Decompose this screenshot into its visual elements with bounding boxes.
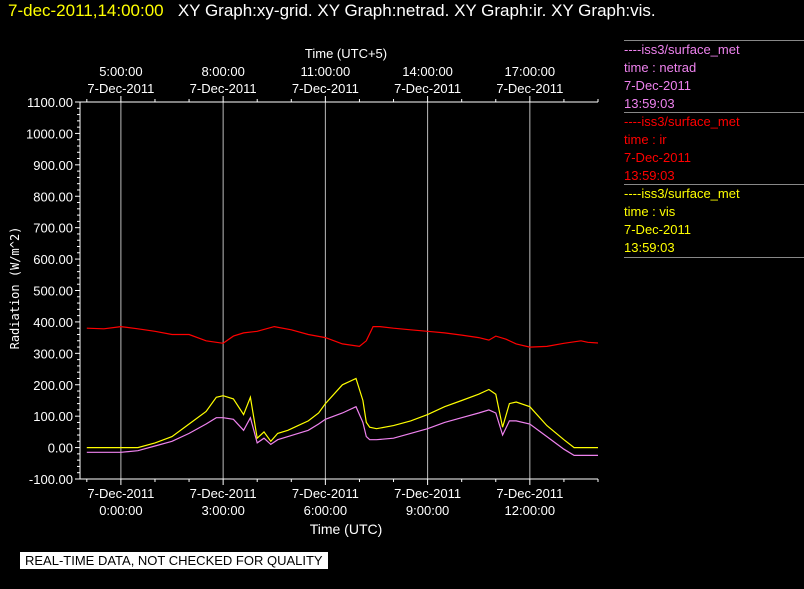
legend-time: 13:59:03 [624,168,675,183]
y-tick-label-10: 900.00 [33,158,73,173]
y-tick-label-11: 1000.00 [26,126,73,141]
x2-tick-time-0: 5:00:00 [99,64,142,79]
x-tick-date-4: 7-Dec-2011 [496,486,563,501]
series-line-vis [86,377,598,449]
y-tick-label-7: 600.00 [33,252,73,267]
x2-tick-time-3: 14:00:00 [402,64,453,79]
x2-tick-date-4: 7-Dec-2011 [496,81,563,96]
x-tick-time-2: 6:00:00 [304,503,347,518]
y-axis-label: Radiation (W/m^2) [8,227,22,350]
x-axis-label: Time (UTC) [310,521,383,537]
legend-source: ----iss3/surface_met [624,42,740,57]
quality-disclaimer: REAL-TIME DATA, NOT CHECKED FOR QUALITY [20,552,328,569]
legend-separator [624,40,804,41]
x2-tick-date-2: 7-Dec-2011 [292,81,359,96]
legend-separator [624,184,804,185]
series-line-netrad [86,405,598,456]
x-tick-time-1: 3:00:00 [201,503,244,518]
x-tick-time-0: 0:00:00 [99,503,142,518]
y-tick-label-4: 300.00 [33,346,73,361]
legend-var: time : ir [624,132,667,147]
legend-separator [624,257,804,258]
x2-tick-date-0: 7-Dec-2011 [87,81,154,96]
legend-source: ----iss3/surface_met [624,114,740,129]
x-tick-date-2: 7-Dec-2011 [292,486,359,501]
legend-var: time : netrad [624,60,697,75]
series-line-ir [86,325,599,348]
header-title: XY Graph:xy-grid. XY Graph:netrad. XY Gr… [177,1,656,20]
y-tick-label-8: 700.00 [33,221,73,236]
x2-tick-date-1: 7-Dec-2011 [190,81,257,96]
y-tick-label-1: 0.00 [48,441,73,456]
plot-area: -100.00 0.00 100.00 200.00 300.00 400.00 500.0… [26,64,599,518]
y-tick-label-0: -100.00 [29,472,73,487]
x2-tick-date-3: 7-Dec-2011 [394,81,461,96]
x2-tick-time-1: 8:00:00 [201,64,244,79]
y-tick-label-6: 500.00 [33,284,73,299]
y-tick-label-5: 400.00 [33,315,73,330]
legend-time: 13:59:03 [624,240,675,255]
y-tick-label-12: 1100.00 [27,95,73,110]
legend-date: 7-Dec-2011 [624,78,691,93]
x-tick-date-1: 7-Dec-2011 [190,486,257,501]
x-tick-date-3: 7-Dec-2011 [394,486,461,501]
page-header: 7-dec-2011,14:00:00 XY Graph:xy-grid. XY… [8,1,656,21]
y-tick-label-2: 100.00 [33,409,73,424]
y-tick-label-9: 800.00 [33,189,73,204]
y-tick-label-3: 200.00 [33,378,73,393]
header-timestamp: 7-dec-2011,14:00:00 [8,1,164,20]
legend-separator [624,112,804,113]
x2-tick-time-2: 11:00:00 [301,64,351,79]
legend-source: ----iss3/surface_met [624,186,740,201]
x-tick-time-3: 9:00:00 [406,503,449,518]
legend-time: 13:59:03 [624,96,675,111]
x-tick-time-4: 12:00:00 [505,503,556,518]
x-tick-date-0: 7-Dec-2011 [87,486,154,501]
x2-tick-time-4: 17:00:00 [505,64,556,79]
x2-axis-label: Time (UTC+5) [305,46,387,61]
legend-date: 7-Dec-2011 [624,222,691,237]
legend-date: 7-Dec-2011 [624,150,691,165]
legend-var: time : vis [624,204,676,219]
